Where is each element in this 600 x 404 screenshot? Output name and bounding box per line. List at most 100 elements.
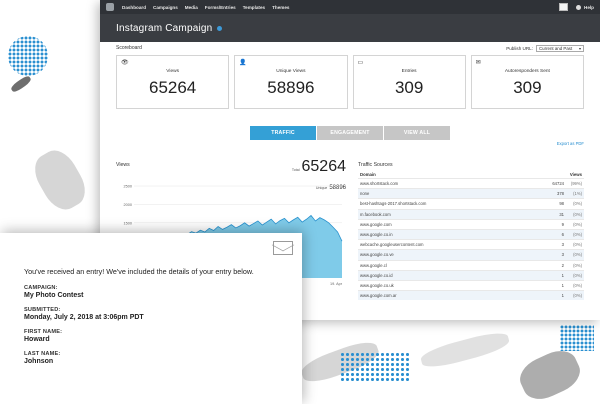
- card-label: Entries: [401, 69, 417, 74]
- card-autoresponders: ✉ Autoresponders Sent 309: [470, 55, 584, 109]
- row-domain: www.google.co.in: [358, 228, 542, 240]
- total-label: Total: [291, 168, 300, 172]
- tab-engagement[interactable]: ENGAGEMENT: [317, 126, 383, 140]
- field-key: LAST NAME:: [24, 351, 61, 357]
- app-logo-icon[interactable]: [106, 3, 114, 11]
- mail-icon: ✉: [475, 60, 481, 66]
- email-field-first-name: FIRST NAME: Howard: [24, 329, 302, 343]
- publish-url-label: Publish URL:: [506, 45, 533, 51]
- card-label: Autoresponders Sent: [504, 69, 550, 74]
- top-navigation-bar: Dashboard Campaigns Media Forms/Entries …: [100, 0, 600, 14]
- row-domain: www.google.cl: [358, 259, 542, 271]
- eye-icon: 👁: [121, 60, 129, 66]
- unique-views: 58896: [329, 185, 346, 191]
- tab-traffic[interactable]: TRAFFIC: [250, 126, 316, 140]
- decorative-dots: [560, 325, 594, 351]
- nav-media[interactable]: Media: [184, 4, 198, 10]
- scoreboard-cards: 👁 Views 65264 👤 Unique Views 58896 ▭ Ent…: [116, 55, 584, 109]
- row-views: 9: [542, 218, 566, 230]
- stats-tabs: TRAFFIC ENGAGEMENT VIEW ALL: [116, 126, 584, 140]
- row-views: 6: [542, 228, 566, 240]
- publish-url-select[interactable]: Current and Past: [536, 44, 584, 52]
- email-field-submitted: SUBMITTED: Monday, July 2, 2018 at 3:06p…: [24, 307, 302, 321]
- table-row: none 378 (1%): [358, 188, 584, 199]
- table-row: www.google.co.uk 1 (0%): [358, 279, 584, 291]
- row-views: 3: [542, 239, 566, 250]
- table-row: www.google.cl 2 (0%): [358, 259, 584, 271]
- nav-dashboard[interactable]: Dashboard: [122, 4, 146, 10]
- card-value: 309: [513, 78, 542, 97]
- row-domain: none: [358, 188, 542, 199]
- row-domain: webcache.googleusercontent.com: [358, 239, 542, 250]
- row-views: 1: [542, 290, 566, 301]
- row-views: 31: [542, 208, 566, 220]
- inbox-icon: ▭: [357, 60, 364, 66]
- row-percent: (0%): [566, 290, 584, 301]
- scoreboard-label: Scoreboard: [116, 45, 142, 51]
- views-totals: Total 65264 Unique 58896: [292, 158, 346, 194]
- nav-themes[interactable]: Themes: [272, 4, 290, 10]
- row-domain: www.google.co.ve: [358, 249, 542, 260]
- envelope-icon: [273, 241, 293, 255]
- entry-email-card: You've received an entry! We've included…: [0, 233, 302, 404]
- traffic-sources-heading: Traffic Sources: [358, 162, 393, 168]
- row-views: 3: [542, 249, 566, 260]
- table-row: m.facebook.com 31 (0%): [358, 208, 584, 220]
- nav-templates[interactable]: Templates: [242, 4, 266, 10]
- account-avatar[interactable]: [559, 3, 569, 11]
- card-entries: ▭ Entries 309: [352, 55, 466, 109]
- column-views: Views: [569, 172, 582, 177]
- row-views: 2: [542, 259, 566, 271]
- total-views: 65264: [301, 158, 347, 175]
- table-row: best-hashtags-2017.shortstack.com 98 (0%): [358, 198, 584, 210]
- decorative-brush-stroke: [9, 74, 33, 94]
- table-row: www.shortstack.com 64724 (99%): [358, 177, 584, 189]
- nav-forms-entries[interactable]: Forms/Entries: [204, 4, 236, 10]
- row-domain: www.google.com: [358, 218, 542, 230]
- row-percent: (0%): [566, 269, 584, 281]
- row-views: 378: [542, 188, 566, 199]
- card-value: 309: [394, 78, 424, 97]
- card-value: 58896: [267, 78, 315, 97]
- email-field-last-name: LAST NAME: Johnson: [24, 351, 302, 365]
- table-row: webcache.googleusercontent.com 3 (0%): [358, 239, 584, 250]
- unique-label: Unique: [315, 186, 328, 190]
- row-percent: (1%): [566, 188, 584, 199]
- main-nav: Dashboard Campaigns Media Forms/Entries …: [122, 5, 289, 10]
- field-key: FIRST NAME:: [24, 329, 63, 335]
- row-domain: best-hashtags-2017.shortstack.com: [358, 198, 542, 210]
- decorative-brush-stroke: [418, 328, 512, 372]
- instagram-icon: [217, 25, 223, 31]
- table-row: www.google.co.in 6 (0%): [358, 228, 584, 240]
- field-key: CAMPAIGN:: [24, 285, 58, 291]
- traffic-sources-panel: Traffic Sources Domain Views www.shortst…: [358, 162, 584, 301]
- x-tick-label: 19. Apr: [330, 282, 343, 286]
- card-value: 65264: [148, 78, 197, 97]
- decorative-brush-stroke: [27, 144, 93, 216]
- row-percent: (0%): [566, 239, 584, 250]
- help-menu[interactable]: Help: [576, 4, 594, 10]
- y-tick-label: 2000: [124, 203, 132, 207]
- table-row: www.google.co.ve 3 (0%): [358, 249, 584, 260]
- table-row: www.google.co.id 1 (0%): [358, 269, 584, 281]
- field-key: SUBMITTED:: [24, 307, 61, 313]
- row-percent: (0%): [566, 208, 584, 220]
- tab-view-all[interactable]: VIEW ALL: [384, 126, 450, 140]
- field-value: Howard: [24, 336, 50, 343]
- campaign-title-bar: Instagram Campaign: [100, 14, 600, 42]
- email-field-campaign: CAMPAIGN: My Photo Contest: [24, 285, 302, 299]
- table-row: www.google.com.ar 1 (0%): [358, 290, 584, 301]
- nav-campaigns[interactable]: Campaigns: [153, 4, 178, 10]
- row-domain: www.google.com.ar: [358, 290, 542, 301]
- export-pdf-link[interactable]: Export as PDF: [556, 141, 584, 146]
- field-value: Johnson: [24, 358, 54, 365]
- field-value: My Photo Contest: [24, 292, 84, 299]
- row-views: 98: [542, 198, 566, 210]
- field-value: Monday, July 2, 2018 at 3:06pm PDT: [24, 314, 144, 321]
- card-label: Unique Views: [276, 69, 306, 74]
- row-views: 64724: [542, 177, 566, 189]
- table-row: www.google.com 9 (0%): [358, 218, 584, 230]
- decorative-dots: [8, 36, 48, 76]
- help-label: Help: [584, 4, 594, 10]
- row-percent: (0%): [566, 279, 584, 291]
